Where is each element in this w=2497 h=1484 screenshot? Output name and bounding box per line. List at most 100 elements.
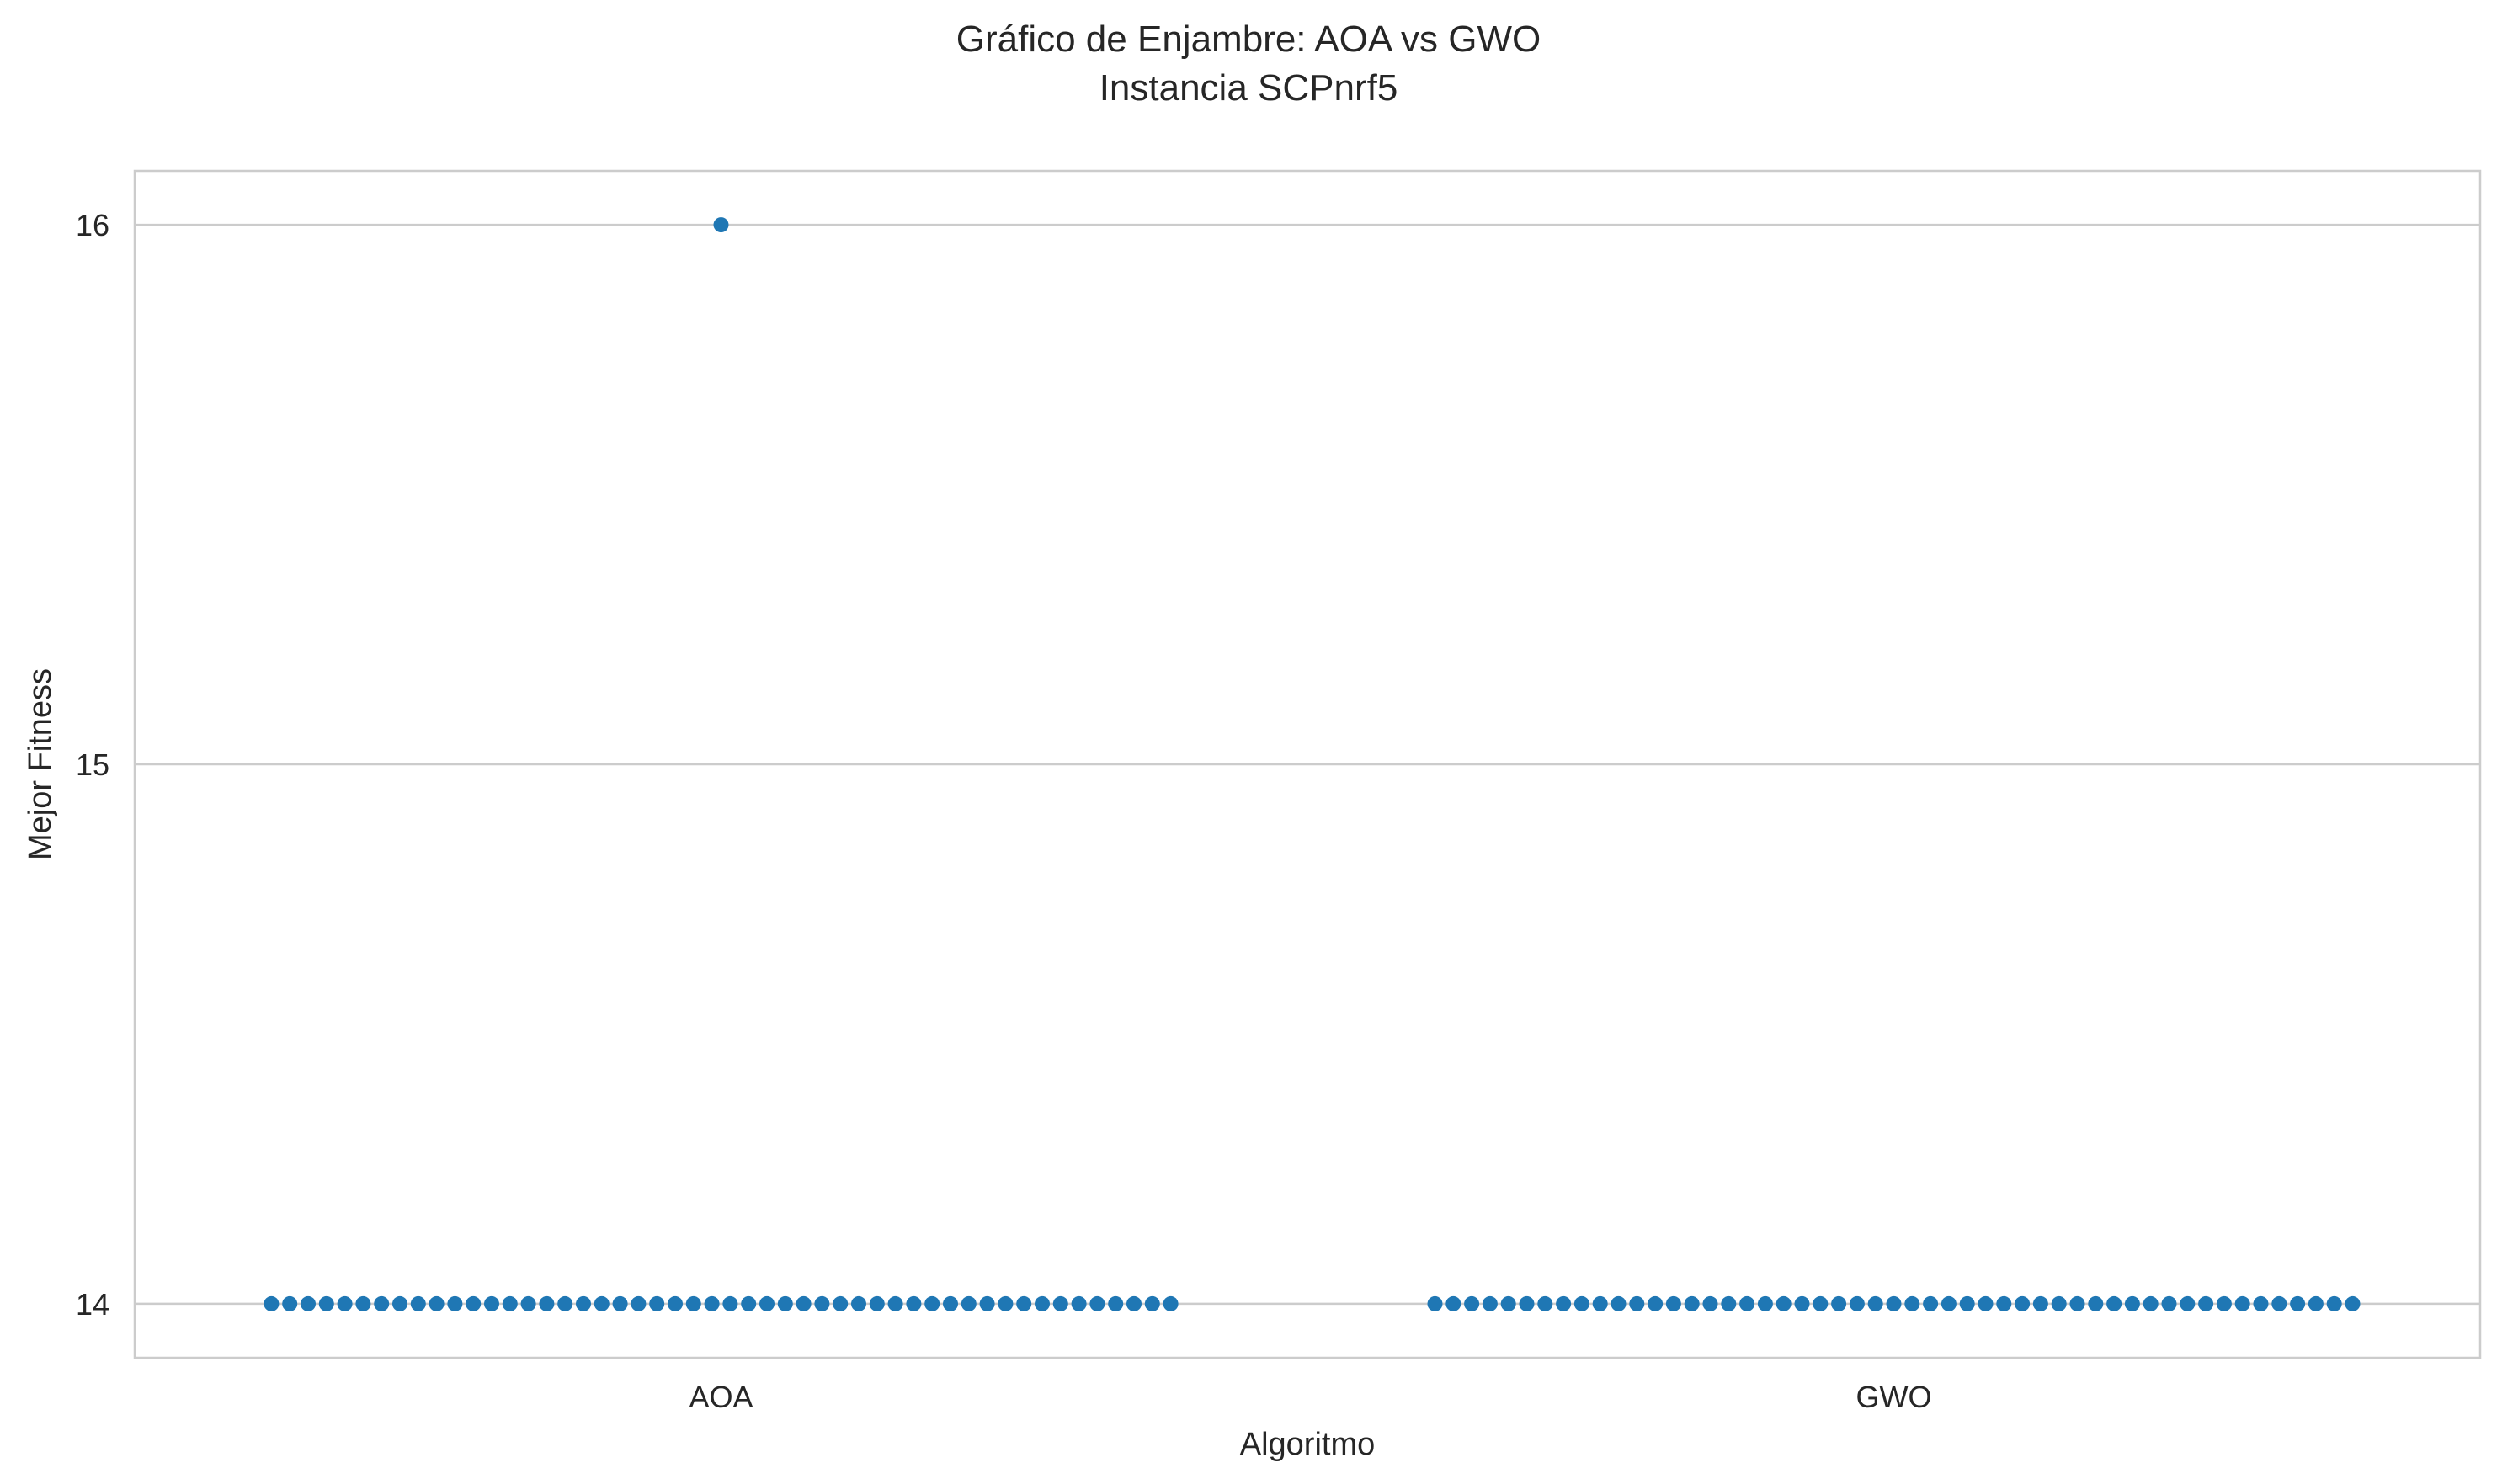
- swarm-point-gwo: [2088, 1295, 2104, 1311]
- swarm-point-gwo: [1702, 1295, 1718, 1311]
- swarm-point-aoa: [557, 1295, 573, 1311]
- swarm-point-gwo: [1500, 1295, 1516, 1311]
- swarm-point-aoa: [539, 1295, 555, 1311]
- swarm-point-gwo: [1445, 1295, 1461, 1311]
- swarm-point-aoa: [612, 1295, 628, 1311]
- swarm-point-aoa: [392, 1295, 407, 1311]
- swarm-point-aoa: [502, 1295, 518, 1311]
- swarm-point-aoa: [759, 1295, 775, 1311]
- swarm-point-aoa: [318, 1295, 334, 1311]
- swarm-point-aoa: [649, 1295, 665, 1311]
- swarm-point-aoa: [1035, 1295, 1050, 1311]
- swarm-point-aoa: [264, 1295, 280, 1311]
- swarm-point-gwo: [1739, 1295, 1755, 1311]
- swarm-point-gwo: [1573, 1295, 1589, 1311]
- swarm-point-aoa: [301, 1295, 316, 1311]
- x-tick-label: GWO: [1856, 1380, 1932, 1414]
- swarm-point-aoa: [631, 1295, 647, 1311]
- swarm-point-aoa: [741, 1295, 757, 1311]
- swarm-point-aoa: [520, 1295, 536, 1311]
- swarm-point-aoa: [887, 1295, 903, 1311]
- swarm-point-gwo: [1665, 1295, 1681, 1311]
- swarm-point-gwo: [1427, 1295, 1443, 1311]
- y-tick-label: 14: [76, 1287, 109, 1322]
- swarm-point-gwo: [1684, 1295, 1700, 1311]
- swarm-point-aoa: [1016, 1295, 1032, 1311]
- swarm-point-gwo: [1519, 1295, 1535, 1311]
- swarm-point-aoa: [484, 1295, 499, 1311]
- swarm-point-aoa: [282, 1295, 298, 1311]
- swarm-point-gwo: [2161, 1295, 2177, 1311]
- swarm-point-aoa: [869, 1295, 885, 1311]
- swarm-point-aoa: [1144, 1295, 1160, 1311]
- swarm-point-aoa: [466, 1295, 482, 1311]
- y-axis-label: Mejor Fitness: [23, 668, 58, 860]
- swarm-point-aoa: [704, 1295, 720, 1311]
- swarm-point-gwo: [2069, 1295, 2085, 1311]
- swarm-point-aoa: [851, 1295, 866, 1311]
- swarm-point-gwo: [1537, 1295, 1553, 1311]
- swarm-point-aoa: [337, 1295, 353, 1311]
- swarm-point-gwo: [2124, 1295, 2140, 1311]
- chart-subtitle: Instancia SCPnrf5: [1099, 67, 1398, 109]
- y-tick-label: 16: [76, 208, 109, 242]
- swarm-point-aoa: [998, 1295, 1014, 1311]
- swarm-point-gwo: [2290, 1295, 2306, 1311]
- swarm-point-gwo: [2234, 1295, 2250, 1311]
- swarm-point-aoa: [722, 1295, 738, 1311]
- swarm-point-gwo: [1556, 1295, 1572, 1311]
- swarm-point-gwo: [1886, 1295, 1902, 1311]
- y-tick-label: 15: [76, 747, 109, 782]
- swarm-point-aoa: [1163, 1295, 1179, 1311]
- swarm-point-gwo: [2345, 1295, 2361, 1311]
- swarm-point-gwo: [1794, 1295, 1810, 1311]
- swarm-point-gwo: [1611, 1295, 1627, 1311]
- x-tick-label: AOA: [689, 1380, 753, 1414]
- swarm-point-gwo: [1592, 1295, 1608, 1311]
- swarm-point-aoa: [685, 1295, 701, 1311]
- swarm-point-gwo: [1959, 1295, 1975, 1311]
- swarm-point-gwo: [1464, 1295, 1480, 1311]
- swarm-point-gwo: [2253, 1295, 2269, 1311]
- swarm-point-gwo: [1482, 1295, 1498, 1311]
- swarm-point-gwo: [2106, 1295, 2122, 1311]
- swarm-point-aoa: [355, 1295, 371, 1311]
- swarm-point-aoa: [410, 1295, 426, 1311]
- swarm-point-gwo: [1923, 1295, 1939, 1311]
- y-tick-labels: 14 15 16: [76, 208, 109, 1322]
- swarm-point-aoa: [668, 1295, 683, 1311]
- chart-title: Gráfico de Enjambre: AOA vs GWO: [956, 19, 1541, 60]
- swarm-point-gwo: [1996, 1295, 2012, 1311]
- swarm-point-gwo: [2326, 1295, 2342, 1311]
- swarm-point-aoa: [1126, 1295, 1142, 1311]
- swarm-point-gwo: [2198, 1295, 2214, 1311]
- swarm-point-gwo: [1904, 1295, 1920, 1311]
- swarm-point-aoa: [796, 1295, 812, 1311]
- swarm-point-aoa: [713, 217, 729, 233]
- swarm-point-aoa: [429, 1295, 445, 1311]
- swarm-point-aoa: [594, 1295, 610, 1311]
- swarm-point-aoa: [1052, 1295, 1068, 1311]
- swarm-point-aoa: [833, 1295, 849, 1311]
- swarm-point-aoa: [1071, 1295, 1087, 1311]
- swarm-point-aoa: [961, 1295, 977, 1311]
- swarm-point-gwo: [1813, 1295, 1829, 1311]
- swarm-point-aoa: [943, 1295, 958, 1311]
- x-tick-labels: AOA GWO: [689, 1380, 1931, 1414]
- swarm-point-gwo: [1941, 1295, 1957, 1311]
- swarm-point-gwo: [2143, 1295, 2159, 1311]
- swarm-point-gwo: [2015, 1295, 2031, 1311]
- swarm-point-gwo: [1978, 1295, 1994, 1311]
- swarm-point-gwo: [1648, 1295, 1664, 1311]
- swarm-point-aoa: [814, 1295, 830, 1311]
- swarm-point-gwo: [1831, 1295, 1847, 1311]
- swarm-point-aoa: [1089, 1295, 1105, 1311]
- grid-lines: [135, 223, 2480, 1306]
- swarm-point-aoa: [374, 1295, 390, 1311]
- swarm-point-aoa: [777, 1295, 793, 1311]
- swarm-point-aoa: [924, 1295, 940, 1311]
- swarm-point-aoa: [979, 1295, 995, 1311]
- swarm-point-aoa: [447, 1295, 463, 1311]
- swarm-point-aoa: [906, 1295, 922, 1311]
